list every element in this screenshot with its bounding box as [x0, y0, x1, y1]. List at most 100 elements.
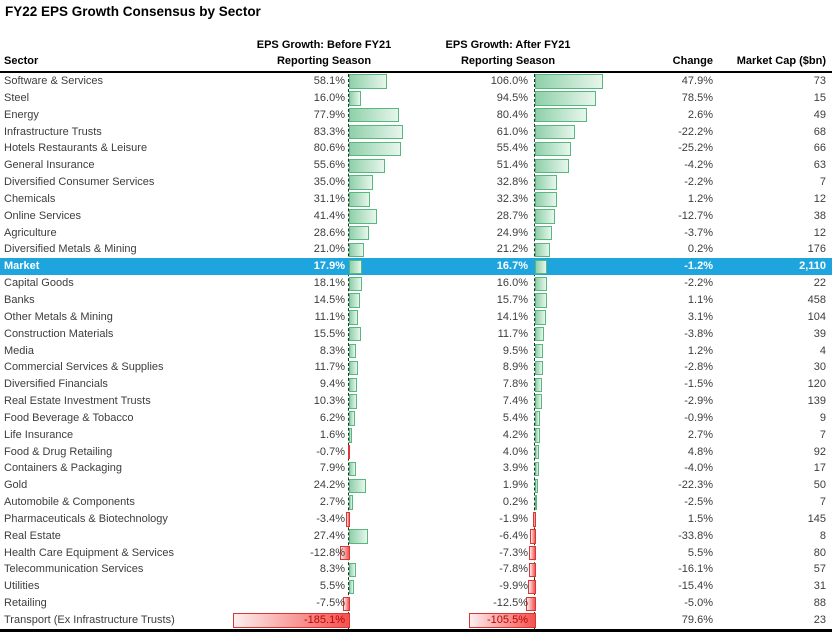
market-cap-value: 145 [807, 512, 826, 525]
after-eps-data-bar [535, 343, 543, 359]
after-eps-value: 61.0% [496, 125, 528, 138]
after-eps-data-bar [535, 242, 551, 258]
after-eps-data-bar [535, 394, 542, 409]
after-eps-data-bar [535, 259, 548, 275]
before-eps-value: -0.7% [316, 445, 345, 458]
table-row: Pharmaceuticals & Biotechnology -3.4% -1.9… [0, 511, 832, 528]
after-eps-data-bar [527, 579, 536, 595]
after-eps-data-bar [535, 411, 541, 426]
sector-table-body: Software & Services 58.1% 106.0% 47.9% 73 Ste… [0, 71, 832, 632]
before-eps-data-bar [233, 613, 350, 628]
table-row: Food Beverage & Tobacco 6.2% 5.4% -0.9% 9 [0, 410, 832, 427]
change-value: -1.5% [684, 378, 713, 391]
before-eps-data-bar [349, 293, 360, 308]
market-cap-value: 63 [813, 159, 826, 172]
before-eps-value: 27.4% [313, 529, 345, 542]
table-row: Life Insurance 1.6% 4.2% 2.7% 7 [0, 427, 832, 444]
after-eps-value: 51.4% [496, 159, 528, 172]
change-value: -1.2% [684, 260, 713, 273]
before-eps-value: 55.6% [313, 159, 345, 172]
after-eps-data-bar [535, 74, 603, 89]
before-eps-data-bar [349, 478, 366, 494]
table-row: Banks 14.5% 15.7% 1.1% 458 [0, 292, 832, 309]
change-value: 0.2% [687, 243, 713, 256]
sector-name: Utilities [4, 580, 40, 593]
market-cap-value: 176 [807, 243, 826, 256]
after-eps-value: -7.8% [499, 563, 528, 576]
before-eps-value: 14.5% [313, 293, 345, 306]
market-cap-value: 17 [813, 462, 826, 475]
table-row: Containers & Packaging 7.9% 3.9% -4.0% 17 [0, 460, 832, 477]
change-value: -2.9% [684, 395, 713, 408]
change-value: -25.2% [678, 142, 713, 155]
before-eps-value: 11.7% [314, 361, 345, 374]
sector-name: Real Estate [4, 529, 61, 542]
before-eps-value: -185.1% [304, 614, 345, 626]
before-eps-value: 80.6% [313, 142, 345, 155]
before-eps-value: 24.2% [313, 479, 345, 492]
after-eps-value: 21.2% [496, 243, 528, 256]
sector-name: Gold [4, 479, 28, 492]
after-eps-value: -105.5% [487, 614, 528, 626]
after-eps-data-bar [535, 108, 587, 123]
before-eps-data-bar [349, 91, 361, 106]
before-eps-data-bar [349, 175, 373, 190]
market-cap-value: 12 [813, 192, 826, 205]
before-eps-value: 11.1% [314, 310, 345, 323]
change-value: 4.8% [687, 445, 713, 458]
before-eps-data-bar [345, 512, 350, 527]
before-eps-value: 58.1% [313, 75, 345, 87]
after-eps-data-bar [529, 546, 536, 561]
market-cap-value: 2,110 [799, 260, 826, 273]
market-cap-value: 458 [807, 293, 826, 306]
after-eps-data-bar [535, 141, 572, 157]
table-row: Retailing -7.5% -12.5% -5.0% 88 [0, 595, 832, 612]
sector-name: Energy [4, 108, 39, 121]
change-value: 1.1% [687, 293, 713, 306]
market-cap-value: 7 [819, 176, 826, 189]
sector-name: General Insurance [4, 159, 95, 172]
market-cap-value: 7 [819, 428, 826, 441]
change-value: 47.9% [681, 75, 713, 87]
before-eps-value: -3.4% [316, 512, 345, 525]
sector-name: Market [4, 260, 40, 273]
table-row: Chemicals 31.1% 32.3% 1.2% 12 [0, 191, 832, 208]
after-eps-value: 24.9% [496, 226, 528, 239]
after-eps-data-bar [468, 613, 536, 628]
market-cap-value: 80 [813, 546, 826, 559]
change-value: -2.8% [684, 361, 713, 374]
market-cap-value: 68 [813, 125, 826, 138]
after-eps-data-bar [535, 293, 547, 308]
market-cap-value: 8 [819, 529, 826, 542]
before-eps-value: 31.1% [313, 192, 345, 205]
market-cap-value: 104 [807, 310, 826, 323]
sector-name: Automobile & Components [4, 496, 135, 509]
sector-name: Diversified Consumer Services [4, 176, 155, 189]
change-value: -12.7% [678, 209, 713, 222]
table-row: Transport (Ex Infrastructure Trusts) -185… [0, 612, 832, 629]
after-eps-value: 15.7% [496, 293, 528, 306]
change-value: 2.7% [687, 428, 713, 441]
change-value: -2.2% [684, 277, 713, 290]
before-eps-value: 6.2% [319, 411, 345, 424]
market-cap-value: 49 [813, 108, 826, 121]
after-eps-value: 0.2% [502, 496, 528, 509]
change-value: -4.0% [684, 462, 713, 475]
market-cap-value: 12 [813, 226, 826, 239]
table-row: Construction Materials 15.5% 11.7% -3.8% 39 [0, 326, 832, 343]
sector-name: Health Care Equipment & Services [4, 546, 174, 559]
table-row: Steel 16.0% 94.5% 78.5% 15 [0, 90, 832, 107]
before-eps-value: 18.1% [313, 277, 345, 290]
column-header-after-fy21: EPS Growth: After FY21 Reporting Season [424, 37, 592, 69]
table-row: Software & Services 58.1% 106.0% 47.9% 73 [0, 73, 832, 90]
before-eps-value: 28.6% [313, 226, 345, 239]
after-eps-data-bar [535, 175, 558, 190]
sector-name: Commercial Services & Supplies [4, 361, 164, 374]
market-cap-value: 23 [813, 614, 826, 626]
before-eps-data-bar [349, 209, 377, 224]
column-header-before-line1: EPS Growth: Before FY21 [256, 39, 392, 51]
change-value: -16.1% [678, 563, 713, 576]
table-row: Commercial Services & Supplies 11.7% 8.9% -… [0, 359, 832, 376]
after-eps-data-bar [535, 495, 538, 510]
